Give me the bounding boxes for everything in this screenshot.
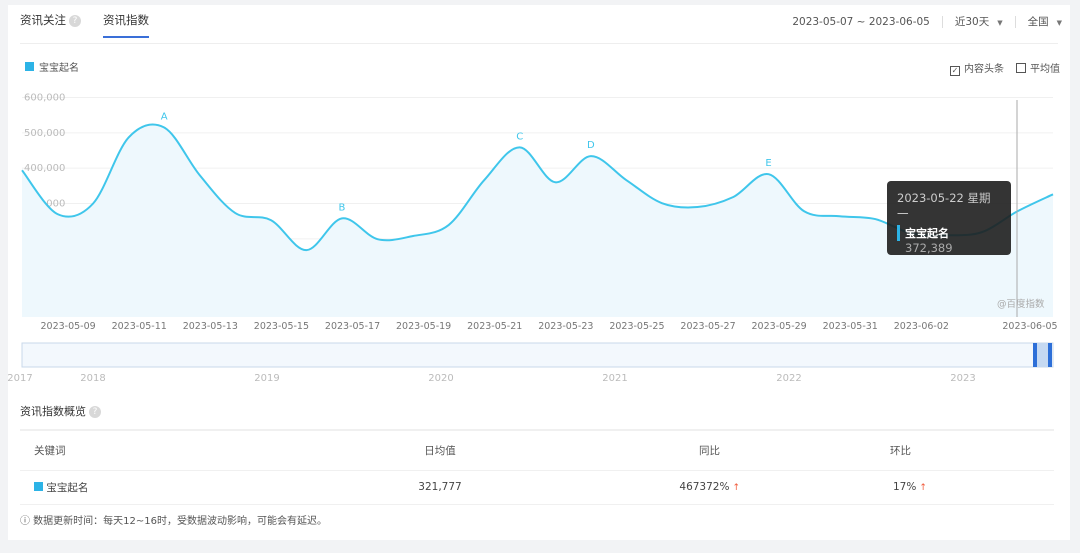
divider (20, 43, 1058, 44)
brush-year-label: 2023 (950, 373, 975, 384)
table-row: 宝宝起名 321,777 467372% ↑ 17% ↑ (20, 470, 1054, 505)
brush-handle-left (1033, 343, 1037, 367)
x-tick-label: 2023-05-15 (254, 321, 309, 332)
annotation-d: D (587, 140, 595, 151)
period-label: 近30天 (954, 16, 990, 28)
brush-handle-right (1048, 343, 1052, 367)
col-mom: 环比 (780, 429, 1054, 471)
overview-table: 关键词 日均值 同比 环比 宝宝起名 321,777 467372% ↑ 17% ↑ (20, 429, 1054, 505)
period-select[interactable]: 近30天 ▼ (955, 14, 1003, 29)
help-icon[interactable]: ? (89, 406, 101, 418)
brush-year-label: 2020 (428, 373, 453, 384)
x-tick-label: 2023-06-05 (1002, 321, 1057, 332)
watermark: @百度指数 (997, 299, 1045, 310)
table-header: 关键词 日均值 同比 环比 (20, 429, 1054, 471)
tab-label: 资讯关注 (20, 13, 66, 27)
region-label: 全国 (1027, 16, 1049, 28)
keyword-cell: 宝宝起名 (20, 470, 360, 505)
update-note: ⓘ 数据更新时间：每天12~16时，受数据波动影响，可能会有延迟。 (20, 516, 328, 527)
brush-year-label: 2018 (80, 373, 105, 384)
divider (941, 15, 943, 28)
brush-selection (1035, 343, 1050, 367)
series-swatch (34, 481, 43, 491)
caret-down-icon: ▼ (997, 19, 1003, 27)
x-tick-label: 2023-05-23 (538, 321, 593, 332)
average-checkbox[interactable]: 平均值 (1016, 60, 1060, 76)
chart-legend[interactable]: 宝宝起名 (25, 59, 79, 74)
mom-value: 17% (893, 481, 917, 493)
x-tick-label: 2023-05-31 (823, 321, 878, 332)
x-tick-label: 2023-05-19 (396, 321, 451, 332)
tab-bar: 资讯关注? 资讯指数 (20, 12, 149, 38)
checkbox-label: 平均值 (1030, 64, 1060, 75)
x-tick-label: 2023-05-29 (752, 321, 807, 332)
checkbox-label: 内容头条 (964, 64, 1004, 75)
date-range-picker[interactable]: 2023-05-07 ~ 2023-06-05 (792, 15, 930, 28)
series-line (21, 123, 1054, 252)
col-keyword: 关键词 (20, 429, 360, 471)
yoy-cell: 467372% ↑ (520, 470, 780, 505)
annotation-c: C (516, 131, 523, 142)
legend-label: 宝宝起名 (39, 63, 79, 74)
keyword: 宝宝起名 (46, 481, 89, 494)
x-tick-label: 2023-05-13 (183, 321, 238, 332)
filter-bar: 2023-05-07 ~ 2023-06-05 近30天 ▼ 全国 ▼ (792, 14, 1062, 29)
annotation-e: E (765, 158, 771, 169)
chart-tooltip: 2023-05-22 星期一 宝宝起名 372,389 (887, 181, 1011, 255)
chart-options: ✓ 内容头条 平均值 (950, 60, 1060, 76)
x-tick-label: 2023-05-27 (680, 321, 735, 332)
brush-year-label: 2019 (254, 373, 279, 384)
series-area (22, 124, 1053, 318)
tab-news-index[interactable]: 资讯指数 (103, 12, 149, 38)
tooltip-series: 宝宝起名 (897, 225, 1001, 241)
region-select[interactable]: 全国 ▼ (1028, 14, 1062, 29)
checkbox-checked-icon: ✓ (950, 66, 960, 76)
checkbox-icon (1016, 63, 1026, 73)
x-tick-label: 2023-06-02 (894, 321, 949, 332)
tooltip-value: 372,389 (905, 241, 953, 255)
index-chart[interactable]: 100,000200,000300,000400,000500,000600,0… (0, 0, 1080, 390)
brush-year-label: 2021 (602, 373, 627, 384)
annotation-a: A (161, 112, 168, 123)
y-tick-label: 600,000 (24, 93, 65, 104)
legend-swatch (25, 62, 34, 71)
content-headline-checkbox[interactable]: ✓ 内容头条 (950, 60, 1004, 76)
overview-title: 资讯指数概览? (20, 403, 101, 419)
tooltip-date: 2023-05-22 星期一 (897, 191, 991, 221)
y-tick-label: 500,000 (24, 128, 65, 139)
time-brush (21, 342, 1054, 368)
y-tick-label: 400,000 (24, 163, 65, 174)
annotation-b: B (339, 202, 346, 213)
x-tick-label: 2023-05-25 (609, 321, 664, 332)
help-icon[interactable]: ? (69, 14, 81, 27)
caret-down-icon: ▼ (1056, 19, 1062, 27)
brush-year-label: 2022 (776, 373, 801, 384)
overview-title-text: 资讯指数概览 (20, 405, 86, 418)
tab-news-attention[interactable]: 资讯关注? (20, 12, 81, 38)
yoy-value: 467372% (679, 481, 730, 493)
col-avg: 日均值 (360, 429, 520, 471)
avg-cell: 321,777 (360, 470, 520, 505)
divider (1014, 15, 1016, 28)
arrow-up-icon: ↑ (732, 483, 740, 493)
arrow-up-icon: ↑ (919, 483, 927, 493)
x-tick-label: 2023-05-11 (112, 321, 167, 332)
mom-cell: 17% ↑ (780, 470, 1054, 505)
brush-year-label: 2017 (7, 373, 32, 384)
x-tick-label: 2023-05-17 (325, 321, 380, 332)
col-yoy: 同比 (520, 429, 780, 471)
x-tick-label: 2023-05-09 (40, 321, 95, 332)
x-tick-label: 2023-05-21 (467, 321, 522, 332)
